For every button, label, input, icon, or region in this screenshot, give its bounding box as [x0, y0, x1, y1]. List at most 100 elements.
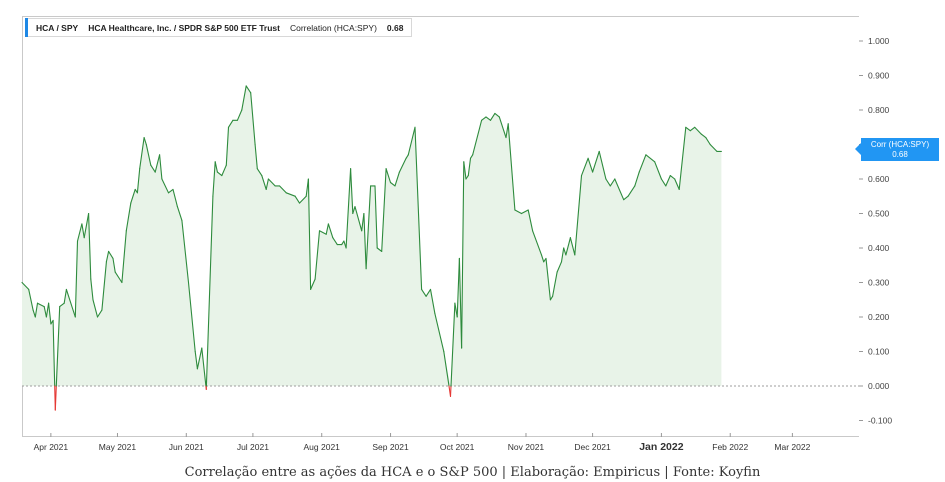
series-line-segment [112, 257, 116, 273]
y-tick-label: 0.000 [868, 381, 890, 391]
series-line-segment [456, 257, 460, 318]
series-line-segment [225, 126, 230, 166]
series-line-segment [465, 175, 469, 180]
figure-caption: Correlação entre as ações da HCA e o S&P… [184, 465, 761, 480]
series-line-segment [236, 109, 243, 121]
series-line-segment [121, 230, 127, 284]
series-line-segment [143, 137, 147, 146]
series-line-segment [376, 247, 383, 252]
series-line-segment [700, 133, 707, 139]
series-line-segment [256, 168, 263, 177]
series-line-segment [108, 250, 114, 259]
series-line-segment [245, 85, 252, 94]
series-line-segment [196, 347, 203, 370]
series-line-segment [450, 302, 456, 387]
series-line-segment [254, 143, 258, 170]
x-tick-label: Jul 2021 [237, 442, 269, 452]
chart-legend: HCA / SPY HCA Healthcare, Inc. / SPDR S&… [25, 18, 413, 37]
series-line-segment [381, 168, 387, 252]
series-line-segment [83, 212, 90, 239]
series-line-segment [52, 319, 56, 387]
legend-description: HCA Healthcare, Inc. / SPDR S&P 500 ETF … [88, 22, 280, 33]
series-line-segment [545, 257, 551, 301]
series-line-segment [549, 295, 554, 301]
series-line-segment [560, 247, 565, 263]
series-line-segment [65, 288, 76, 318]
series-line-segment [563, 247, 567, 256]
series-line-segment [221, 164, 227, 177]
series-line-segment [705, 137, 711, 146]
x-tick-label: Apr 2021 [34, 442, 69, 452]
series-line-segment [181, 219, 190, 284]
series-line-segment [556, 261, 563, 273]
series-line-segment [310, 278, 316, 290]
series-line-segment [345, 168, 352, 249]
series-line-segment [105, 250, 110, 263]
series-line-segment [709, 143, 718, 152]
series-line-segment [461, 161, 465, 349]
series-line-segment [34, 302, 39, 318]
series-line-segment [574, 175, 583, 256]
series-line-segment [298, 195, 307, 204]
series-line-segment [498, 116, 507, 139]
x-tick-label: Nov 2021 [508, 442, 545, 452]
series-line-segment [467, 157, 472, 177]
series-line-segment [609, 178, 616, 187]
x-tick-label: Mar 2022 [774, 442, 810, 452]
series-line-segment [45, 302, 50, 318]
series-line-segment [532, 230, 543, 256]
y-tick-label: 0.500 [868, 209, 890, 219]
series-line-segment [665, 175, 671, 187]
series-line-segment [261, 175, 267, 190]
series-line-segment [485, 116, 492, 121]
series-line-segment [136, 168, 141, 194]
series-line-segment [623, 195, 629, 201]
series-line-segment [352, 206, 356, 215]
series-line-segment [421, 288, 427, 297]
series-line-segment [159, 154, 163, 180]
series-line-segment [429, 288, 436, 315]
series-line-segment [90, 278, 94, 301]
series-line-segment [43, 306, 47, 318]
badge-pointer-icon [855, 143, 861, 155]
series-line-segment [685, 126, 691, 132]
series-line-segment [565, 237, 571, 256]
x-tick-label: Jan 2022 [639, 441, 684, 453]
legend-series-label: Correlation (HCA:SPY) [289, 22, 377, 33]
y-tick-label: 1.000 [868, 36, 890, 46]
series-line-segment [154, 154, 161, 173]
series-line-segment [363, 212, 367, 270]
x-tick-label: May 2021 [99, 442, 137, 452]
series-line-segment [527, 209, 534, 232]
series-line-segment [59, 302, 65, 308]
series-line-segment [507, 123, 516, 211]
y-tick-label: 0.400 [868, 243, 890, 253]
x-tick-label: Oct 2021 [440, 442, 475, 452]
series-line-segment [318, 230, 327, 235]
series-line-segment [216, 171, 223, 177]
series-line-segment [325, 223, 329, 235]
series-line-segment [314, 230, 321, 280]
series-line-segment [350, 168, 354, 215]
series-line-segment [385, 168, 392, 184]
series-line-segment [114, 271, 123, 284]
series-line-segment [307, 178, 312, 290]
series-line-segment [449, 385, 452, 397]
y-tick-label: 0.600 [868, 174, 890, 184]
x-tick-label: Aug 2021 [304, 442, 341, 452]
series-line-segment [92, 299, 99, 318]
series-line-segment [425, 288, 432, 297]
series-line-segment [365, 185, 372, 270]
series-line-segment [645, 154, 656, 163]
series-line-segment [354, 206, 363, 232]
series-line-segment [398, 157, 407, 173]
series-line-segment [654, 161, 662, 180]
series-line-segment [494, 112, 500, 118]
series-line-segment [434, 313, 445, 353]
series-line-segment [587, 157, 594, 173]
series-line-segment [241, 85, 247, 111]
series-line-segment [167, 188, 174, 194]
x-tick-label: Sep 2021 [372, 442, 409, 452]
series-line-segment [214, 161, 218, 173]
series-line-segment [638, 154, 647, 173]
